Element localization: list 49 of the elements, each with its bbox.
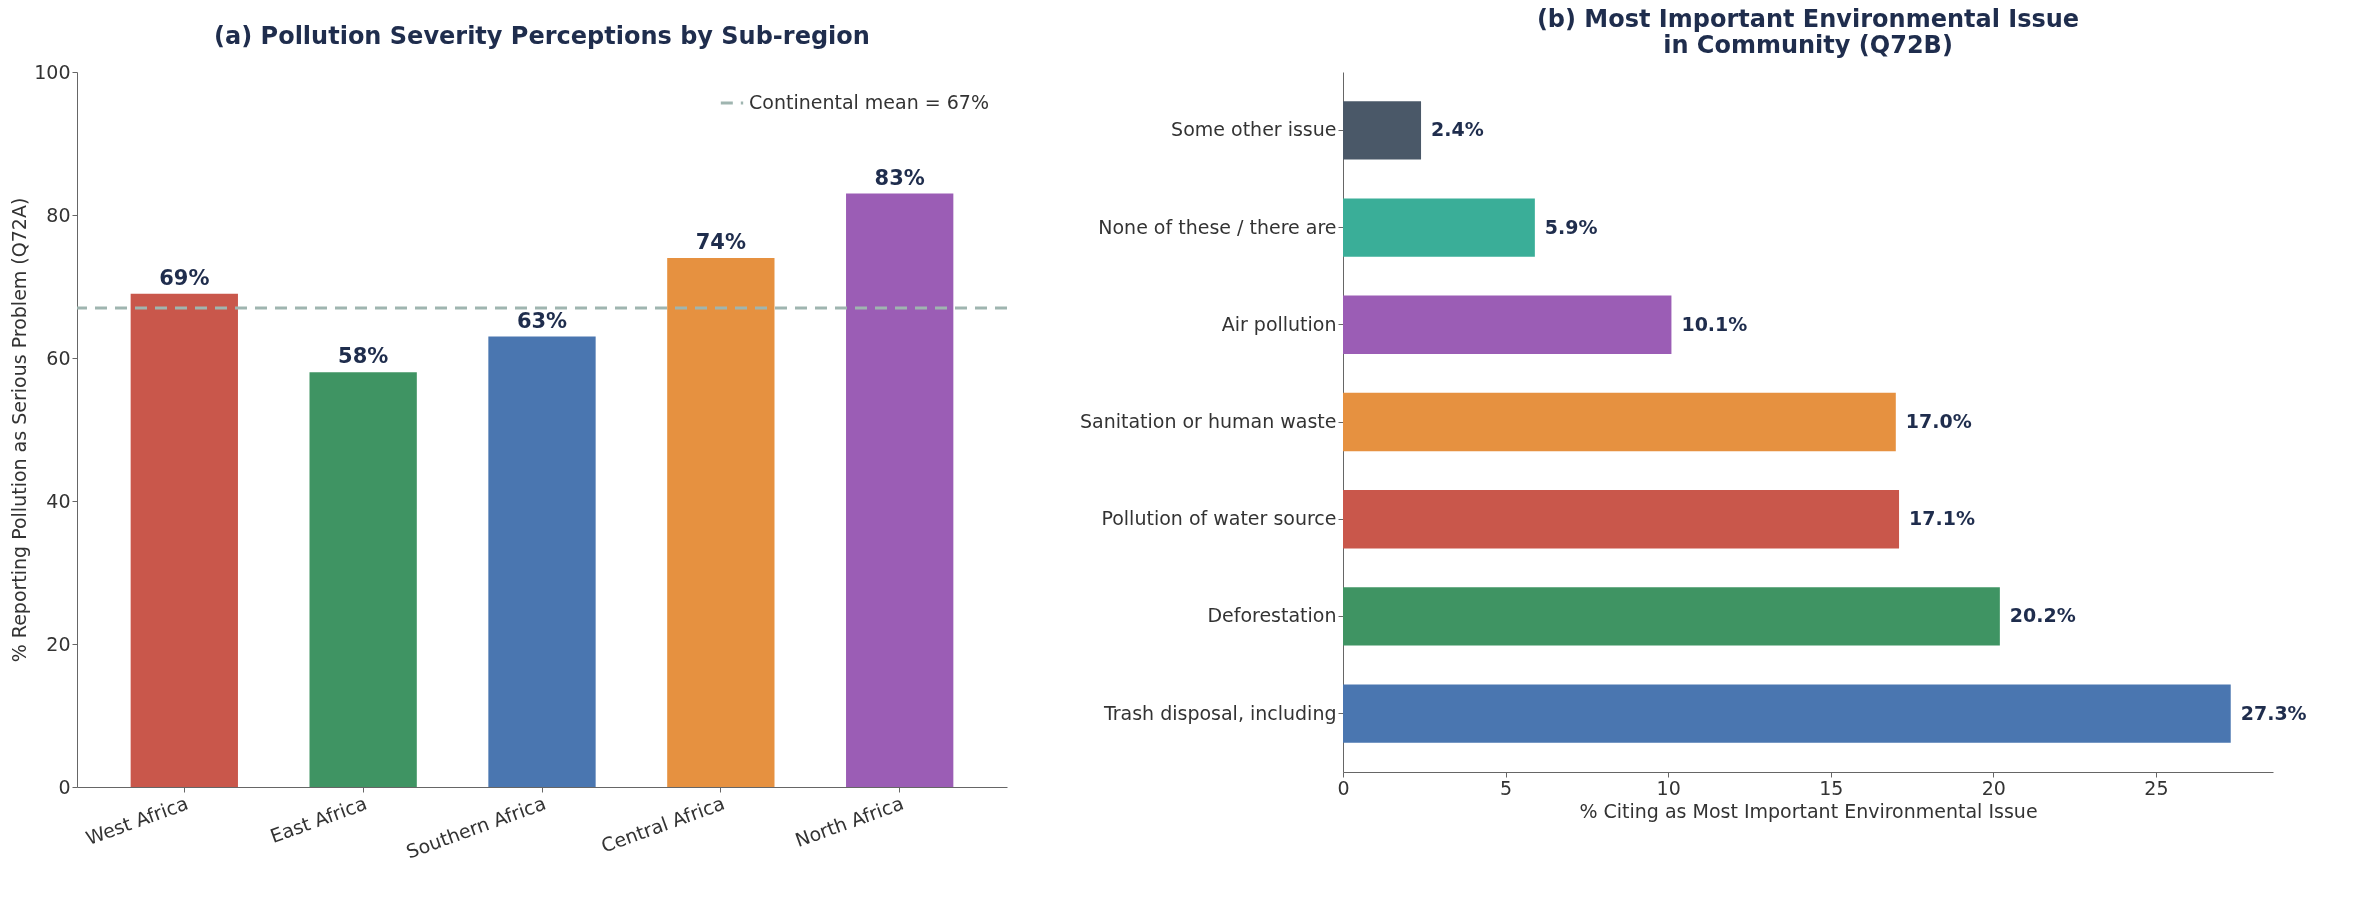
y-tick-label: Air pollution xyxy=(1221,312,1337,335)
x-tick-label: 5 xyxy=(1500,776,1513,799)
data-label: 27.3% xyxy=(2240,701,2307,724)
bar xyxy=(1343,295,1672,354)
data-label: 74% xyxy=(695,229,746,254)
y-tick-label: Some other issue xyxy=(1171,118,1337,141)
bar xyxy=(1343,684,2231,743)
y-tick-label: None of these / there are xyxy=(1098,215,1337,238)
data-label: 58% xyxy=(338,344,389,369)
x-tick-label: 20 xyxy=(1981,776,2006,799)
data-label: 17.0% xyxy=(1905,410,1972,432)
bar xyxy=(1343,198,1535,257)
y-tick-label: Deforestation xyxy=(1207,604,1337,627)
x-axis-title: % Citing as Most Important Environmental Issue xyxy=(1579,799,2038,822)
bar xyxy=(667,257,775,787)
x-tick-label: East Africa xyxy=(267,791,370,847)
x-tick-label: West Africa xyxy=(82,791,191,849)
data-label: 2.4% xyxy=(1431,118,1484,141)
y-tick-label: 40 xyxy=(46,489,71,512)
data-label: 63% xyxy=(516,308,568,333)
y-tick-label: 100 xyxy=(34,60,71,83)
y-tick-label: Sanitation or human waste xyxy=(1079,410,1337,432)
data-label: 17.1% xyxy=(1909,507,1975,530)
x-tick-label: North Africa xyxy=(792,791,907,852)
y-tick-label: 20 xyxy=(46,632,71,655)
chart-title: (b) Most Important Environmental Issue in Community (Q72B) xyxy=(1536,5,2080,59)
bar xyxy=(130,293,238,787)
y-tick-label: 80 xyxy=(46,203,71,226)
data-label: 10.1% xyxy=(1681,312,1748,335)
x-tick-label: 25 xyxy=(2144,776,2169,799)
bar xyxy=(309,372,417,787)
bar xyxy=(488,336,596,787)
x-tick-label: 10 xyxy=(1656,776,1681,799)
chart-title: (a) Pollution Severity Perceptions by Sub-region xyxy=(214,22,870,50)
bar xyxy=(1343,490,1900,549)
x-tick-label: 15 xyxy=(1819,776,1844,799)
bar xyxy=(846,193,954,787)
bar xyxy=(1343,392,1896,452)
y-tick-label: 60 xyxy=(46,346,71,369)
bar xyxy=(1343,587,2000,646)
y-tick-label: Pollution of water source xyxy=(1101,507,1337,530)
data-label: 69% xyxy=(159,265,210,290)
data-label: 5.9% xyxy=(1544,215,1598,238)
data-label: 20.2% xyxy=(2009,604,2076,627)
y-tick-label: Trash disposal, including xyxy=(1102,701,1337,724)
legend-label: Continental mean = 67% xyxy=(749,91,989,113)
data-label: 83% xyxy=(874,165,925,190)
y-axis-title: % Reporting Pollution as Serious Problem (Q72A) xyxy=(8,197,31,663)
bar xyxy=(1343,101,1422,160)
